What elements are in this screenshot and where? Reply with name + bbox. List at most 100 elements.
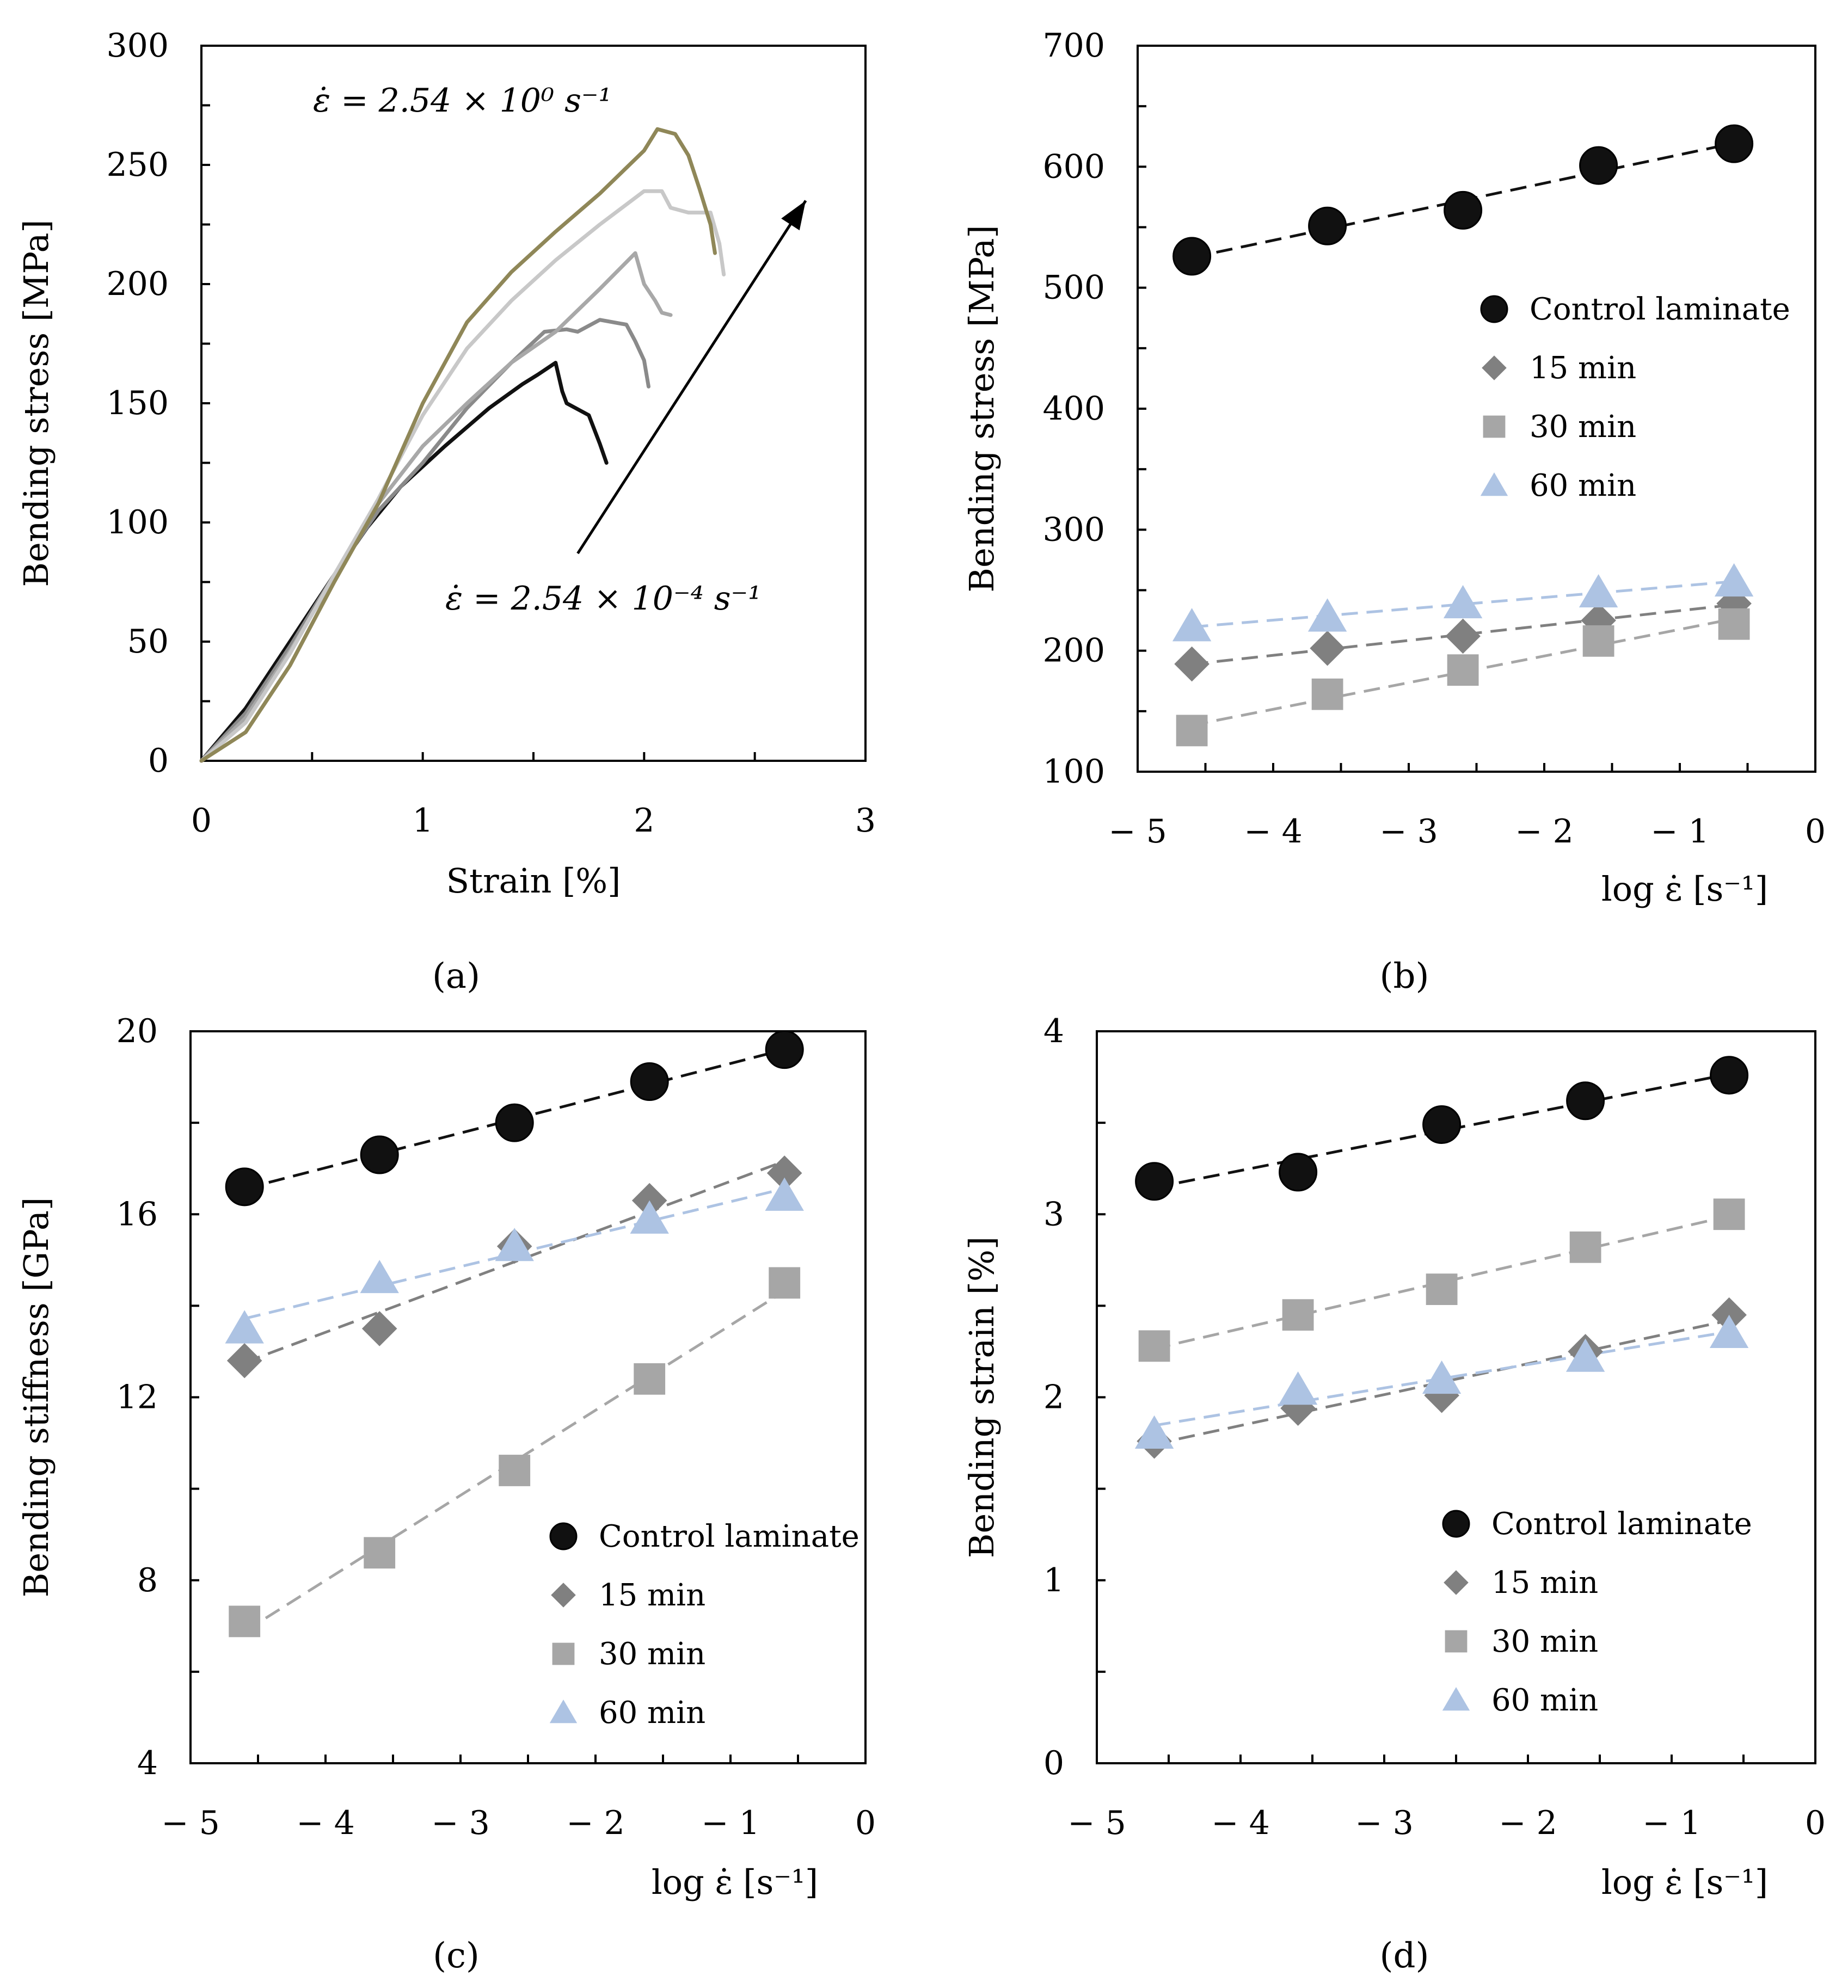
- x-tick-label: − 5: [1067, 1804, 1126, 1842]
- panel-label: (a): [432, 956, 480, 996]
- data-point: [361, 1311, 397, 1346]
- data-point: [360, 1135, 399, 1174]
- x-tick-label: − 4: [296, 1804, 355, 1842]
- data-point: [225, 1167, 264, 1207]
- x-axis-title: Strain [%]: [446, 861, 621, 901]
- series-0: [1172, 124, 1754, 276]
- y-tick-label: 100: [1042, 753, 1105, 791]
- data-point: [1710, 1056, 1749, 1095]
- x-tick-label: 0: [855, 1804, 876, 1842]
- trend-line-0: [1154, 1073, 1730, 1189]
- y-tick-label: 600: [1042, 147, 1105, 186]
- data-point: [1565, 1338, 1605, 1372]
- trend-line-1: [1192, 603, 1734, 666]
- legend-marker-0: [1480, 295, 1508, 323]
- data-point: [1444, 190, 1483, 230]
- data-point: [1280, 1390, 1316, 1426]
- x-tick-label: − 3: [1355, 1804, 1414, 1842]
- y-tick-label: 4: [137, 1744, 158, 1782]
- y-tick-label: 300: [1042, 510, 1105, 549]
- y-tick-label: 100: [106, 503, 169, 541]
- legend-marker-1: [1482, 355, 1507, 380]
- trend-line-1: [1154, 1319, 1730, 1446]
- plot-frame: [189, 1030, 867, 1764]
- y-tick-label: 16: [116, 1195, 158, 1233]
- data-point: [360, 1259, 399, 1294]
- legend-marker-3: [1442, 1687, 1470, 1711]
- legend-label: 15 min: [599, 1578, 705, 1613]
- data-point: [1426, 1273, 1458, 1306]
- x-tick-label: − 5: [1108, 813, 1167, 851]
- data-point: [1174, 646, 1210, 682]
- y-tick-label: 200: [1042, 632, 1105, 670]
- data-point: [499, 1455, 531, 1486]
- legend-label: 15 min: [1530, 350, 1636, 386]
- y-axis-title: Bending stiffness [GPa]: [16, 1197, 56, 1597]
- y-tick-label: 3: [1043, 1195, 1064, 1233]
- legend-label: Control laminate: [599, 1519, 859, 1554]
- data-point: [765, 1177, 804, 1211]
- data-point: [1138, 1330, 1170, 1362]
- data-point: [364, 1537, 396, 1569]
- series-2: [229, 1267, 801, 1638]
- y-tick-label: 12: [116, 1378, 158, 1417]
- series-line-4: [199, 127, 717, 763]
- data-point: [1566, 1081, 1605, 1121]
- legend: Control laminate 15 min 30 min 60 min: [1480, 292, 1790, 503]
- data-point: [1172, 608, 1212, 642]
- y-tick-label: 200: [106, 265, 169, 303]
- x-tick-label: − 3: [1379, 813, 1438, 851]
- trend-line-2: [243, 1290, 785, 1633]
- y-tick-label: 150: [106, 384, 169, 422]
- series-3: [225, 1177, 804, 1344]
- legend-marker-2: [1445, 1630, 1468, 1653]
- legend: Control laminate 15 min 30 min 60 min: [1442, 1506, 1752, 1718]
- y-tick-label: 250: [106, 146, 169, 184]
- series-2: [1176, 608, 1750, 747]
- chart-panel-a: 0 1 2 3 0 50 100 150 200 250 300 Strain [%] Bending …: [16, 27, 876, 996]
- annotation-bottom: ε̇ = 2.54 × 10⁻⁴ s⁻¹: [445, 580, 761, 618]
- legend-label: 60 min: [1530, 468, 1636, 503]
- data-point: [630, 1062, 669, 1101]
- x-tick-label: − 3: [431, 1804, 490, 1842]
- y-tick-label: 1: [1043, 1561, 1064, 1599]
- data-point: [1443, 584, 1483, 619]
- data-point: [1713, 1198, 1745, 1230]
- y-tick-label: 0: [148, 742, 169, 780]
- legend-marker-0: [549, 1522, 578, 1550]
- data-point: [1135, 1162, 1174, 1201]
- trend-arrow: [576, 200, 807, 555]
- data-point: [765, 1030, 804, 1069]
- x-axis-title: log ε̇ [s⁻¹]: [1601, 1862, 1768, 1902]
- y-tick-label: 700: [1042, 27, 1105, 65]
- legend-marker-3: [549, 1700, 578, 1724]
- series-3: [1172, 563, 1754, 642]
- x-tick-label: 1: [413, 802, 433, 840]
- y-axis-title: Bending stress [MPa]: [962, 225, 1002, 592]
- data-point: [1447, 654, 1479, 686]
- data-point: [1424, 1377, 1459, 1413]
- series-2: [1138, 1198, 1745, 1362]
- legend-marker-3: [1480, 472, 1508, 496]
- data-point: [1278, 1371, 1318, 1405]
- y-tick-label: 20: [116, 1012, 158, 1050]
- x-tick-label: − 5: [161, 1804, 220, 1842]
- data-point: [769, 1267, 801, 1299]
- data-point: [1172, 237, 1212, 276]
- data-point: [1709, 1314, 1749, 1349]
- legend-label: 30 min: [1491, 1624, 1598, 1659]
- data-point: [1715, 124, 1754, 163]
- legend-marker-1: [551, 1583, 576, 1608]
- legend-label: 30 min: [1530, 409, 1636, 445]
- data-point: [495, 1103, 534, 1142]
- series-3: [1134, 1314, 1749, 1449]
- series-0: [1135, 1056, 1749, 1201]
- plot-frame: [200, 45, 867, 762]
- legend-label: 60 min: [1491, 1683, 1598, 1718]
- series-1: [226, 1155, 802, 1378]
- legend-marker-0: [1442, 1510, 1470, 1538]
- y-tick-label: 8: [137, 1561, 158, 1599]
- legend-label: Control laminate: [1530, 292, 1790, 327]
- data-point: [1569, 1231, 1601, 1263]
